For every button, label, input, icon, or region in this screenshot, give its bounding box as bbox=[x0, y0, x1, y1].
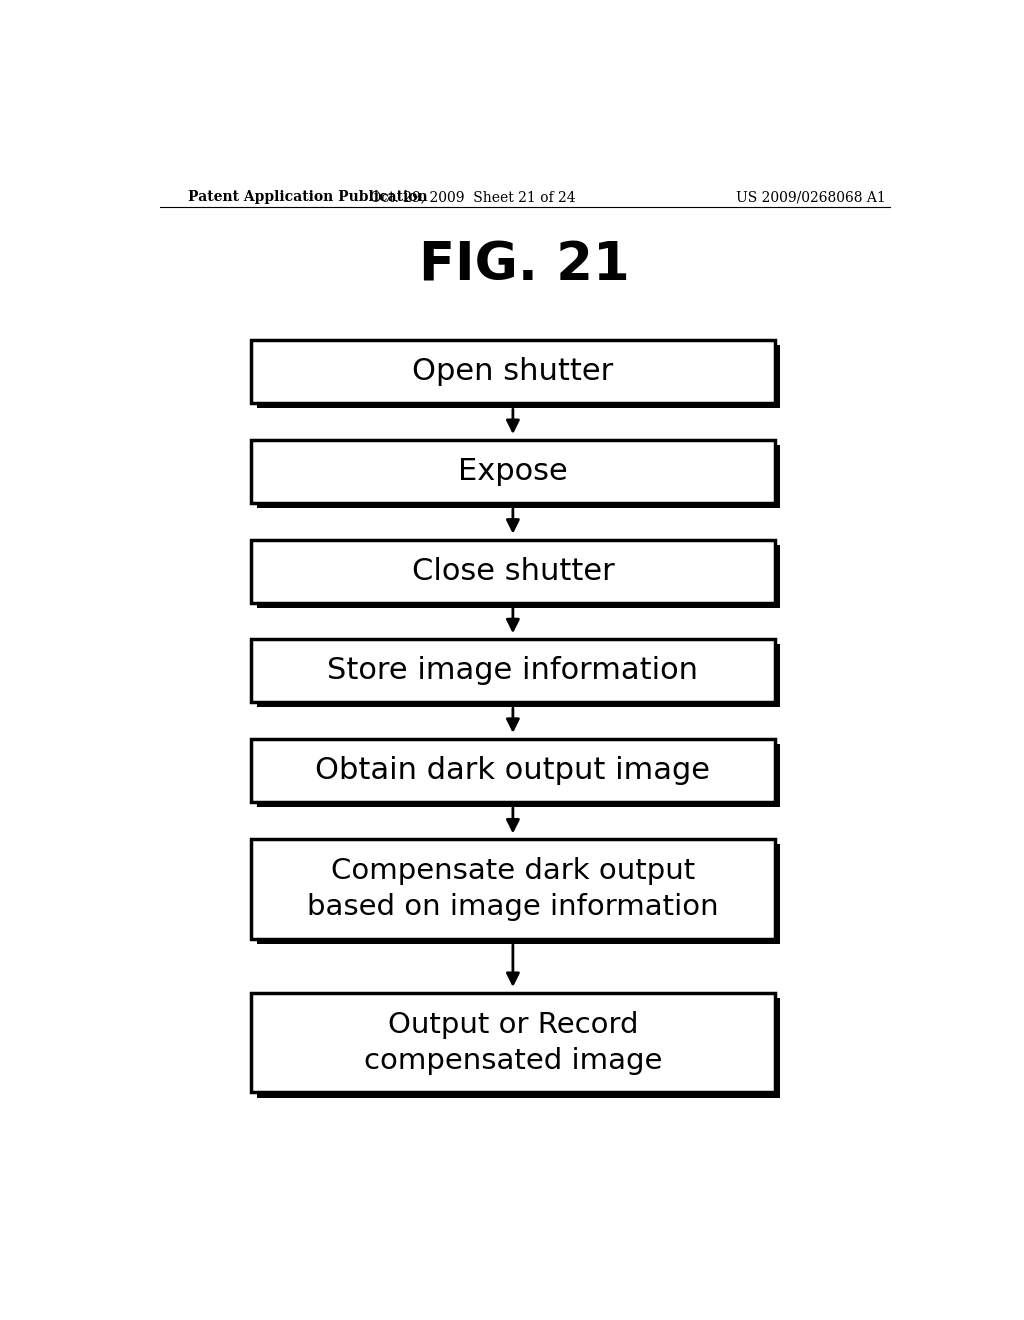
Bar bbox=[251, 341, 775, 404]
Text: Open shutter: Open shutter bbox=[413, 358, 613, 387]
Bar bbox=[251, 739, 775, 801]
Bar bbox=[257, 545, 780, 607]
Bar bbox=[251, 440, 775, 503]
Text: Close shutter: Close shutter bbox=[412, 557, 614, 586]
Bar bbox=[251, 540, 775, 602]
Bar bbox=[257, 998, 780, 1097]
Text: Obtain dark output image: Obtain dark output image bbox=[315, 756, 711, 785]
Text: Output or Record
compensated image: Output or Record compensated image bbox=[364, 1011, 663, 1074]
Text: Expose: Expose bbox=[458, 457, 567, 486]
Text: Compensate dark output
based on image information: Compensate dark output based on image in… bbox=[307, 858, 719, 921]
Bar bbox=[251, 840, 775, 939]
Text: US 2009/0268068 A1: US 2009/0268068 A1 bbox=[735, 190, 886, 205]
Bar bbox=[251, 639, 775, 702]
Text: FIG. 21: FIG. 21 bbox=[420, 239, 630, 292]
Bar bbox=[257, 644, 780, 708]
Bar bbox=[251, 993, 775, 1093]
Bar bbox=[257, 346, 780, 408]
Text: Store image information: Store image information bbox=[328, 656, 698, 685]
Bar bbox=[257, 744, 780, 807]
Bar bbox=[257, 445, 780, 508]
Text: Oct. 29, 2009  Sheet 21 of 24: Oct. 29, 2009 Sheet 21 of 24 bbox=[371, 190, 577, 205]
Text: Patent Application Publication: Patent Application Publication bbox=[187, 190, 427, 205]
Bar bbox=[257, 845, 780, 944]
